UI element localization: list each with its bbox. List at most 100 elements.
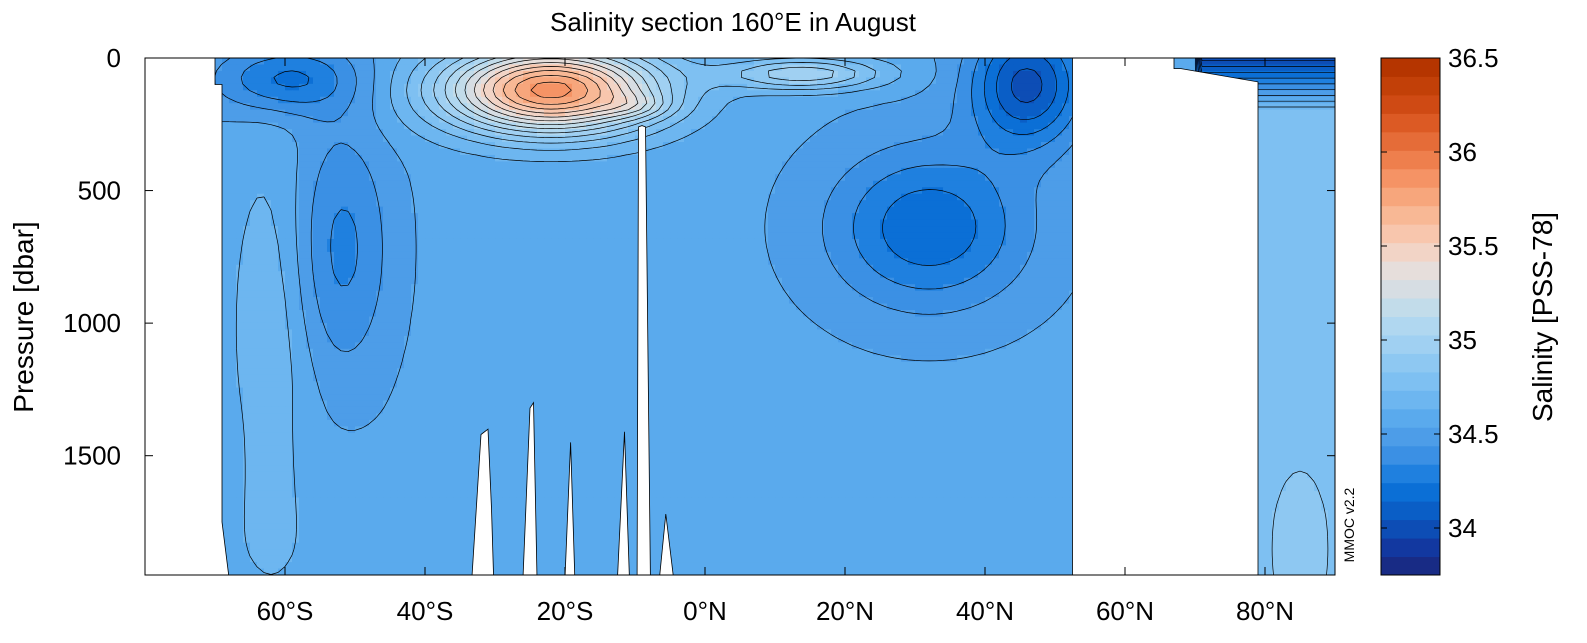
salinity-cell	[1300, 200, 1308, 208]
salinity-cell	[537, 64, 545, 72]
salinity-cell	[1216, 70, 1224, 78]
salinity-cell	[768, 142, 776, 150]
salinity-cell	[838, 70, 846, 78]
salinity-cell	[600, 135, 608, 143]
salinity-cell	[971, 167, 979, 175]
salinity-cell	[1027, 83, 1035, 91]
salinity-cell	[740, 77, 748, 85]
salinity-cell	[376, 122, 384, 130]
salinity-cell	[803, 167, 811, 175]
salinity-cell	[334, 122, 342, 130]
salinity-cell	[957, 83, 965, 91]
salinity-cell	[404, 167, 412, 175]
salinity-cell	[285, 70, 293, 78]
salinity-cell	[299, 219, 307, 227]
salinity-cell	[1020, 206, 1028, 214]
salinity-cell	[768, 206, 776, 214]
salinity-cell	[264, 135, 272, 143]
salinity-cell	[593, 174, 601, 182]
salinity-cell	[1272, 90, 1280, 98]
salinity-cell	[943, 116, 951, 124]
salinity-cell	[1293, 129, 1301, 137]
salinity-cell	[572, 226, 580, 234]
salinity-cell	[404, 90, 412, 98]
salinity-cell	[740, 174, 748, 182]
salinity-cell	[845, 187, 853, 195]
salinity-cell	[859, 148, 867, 156]
salinity-cell	[607, 70, 615, 78]
salinity-cell	[264, 148, 272, 156]
salinity-cell	[1328, 154, 1335, 162]
salinity-cell	[362, 232, 370, 240]
salinity-cell	[712, 135, 720, 143]
salinity-cell	[348, 122, 356, 130]
salinity-cell	[222, 180, 230, 188]
salinity-cell	[530, 238, 538, 247]
salinity-cell	[544, 200, 552, 208]
salinity-cell	[887, 103, 895, 111]
salinity-cell	[796, 206, 804, 214]
salinity-cell	[642, 90, 650, 98]
salinity-cell	[894, 148, 902, 156]
salinity-cell	[845, 77, 853, 85]
salinity-cell	[327, 219, 335, 227]
salinity-cell	[628, 167, 636, 175]
salinity-cell	[1041, 154, 1049, 162]
salinity-cell	[691, 96, 699, 104]
salinity-cell	[859, 135, 867, 143]
salinity-cell	[761, 90, 769, 98]
salinity-cell	[726, 238, 734, 247]
salinity-cell	[796, 180, 804, 188]
salinity-cell	[1293, 148, 1301, 156]
salinity-cell	[831, 206, 839, 214]
salinity-cell	[796, 167, 804, 175]
salinity-cell	[299, 200, 307, 208]
salinity-cell	[327, 213, 335, 221]
salinity-cell	[257, 148, 265, 156]
salinity-cell	[719, 180, 727, 188]
salinity-cell	[677, 129, 685, 137]
salinity-cell	[1006, 103, 1014, 111]
salinity-cell	[411, 77, 419, 85]
salinity-cell	[369, 219, 377, 227]
salinity-cell	[1300, 109, 1308, 117]
salinity-cell	[852, 148, 860, 156]
salinity-cell	[747, 77, 755, 85]
salinity-cell	[243, 116, 251, 124]
salinity-cell	[1055, 122, 1063, 130]
salinity-cell	[299, 90, 307, 98]
salinity-cell	[929, 232, 937, 240]
salinity-cell	[1293, 193, 1301, 201]
salinity-cell	[796, 77, 804, 85]
salinity-cell	[439, 167, 447, 175]
salinity-cell	[831, 232, 839, 240]
salinity-cell	[1034, 232, 1042, 240]
salinity-cell	[978, 200, 986, 208]
salinity-cell	[565, 70, 573, 78]
salinity-cell	[474, 161, 482, 169]
salinity-cell	[376, 116, 384, 124]
salinity-cell	[1272, 77, 1280, 85]
salinity-cell	[705, 213, 713, 221]
salinity-cell	[999, 58, 1007, 66]
salinity-cell	[586, 245, 594, 253]
salinity-cell	[684, 167, 692, 175]
salinity-cell	[243, 64, 251, 72]
salinity-cell	[719, 64, 727, 72]
salinity-cell	[915, 206, 923, 214]
salinity-cell	[985, 135, 993, 143]
salinity-cell	[572, 116, 580, 124]
salinity-cell	[964, 135, 972, 143]
salinity-cell	[397, 64, 405, 72]
salinity-cell	[1314, 116, 1322, 124]
salinity-cell	[859, 167, 867, 175]
salinity-cell	[257, 122, 265, 130]
salinity-cell	[1251, 70, 1259, 78]
salinity-cell	[726, 70, 734, 78]
salinity-cell	[880, 58, 888, 66]
salinity-cell	[1020, 148, 1028, 156]
salinity-cell	[383, 58, 391, 66]
salinity-cell	[1034, 167, 1042, 175]
salinity-cell	[698, 142, 706, 150]
salinity-cell	[1027, 77, 1035, 85]
